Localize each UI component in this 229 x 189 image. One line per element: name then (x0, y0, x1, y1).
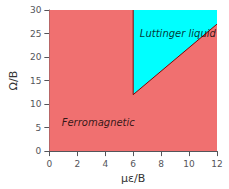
svg-text:20: 20 (30, 52, 42, 62)
svg-text:30: 30 (30, 5, 42, 15)
svg-text:15: 15 (30, 76, 41, 86)
svg-text:8: 8 (158, 159, 164, 169)
svg-text:5: 5 (36, 123, 42, 133)
svg-text:Luttinger liquid: Luttinger liquid (140, 28, 217, 39)
svg-text:0: 0 (36, 146, 42, 156)
svg-text:4: 4 (102, 159, 108, 169)
svg-text:12: 12 (211, 159, 222, 169)
svg-text:0: 0 (46, 159, 52, 169)
svg-text:Ω/B: Ω/B (7, 71, 20, 91)
svg-text:με/B: με/B (121, 172, 145, 185)
svg-text:10: 10 (183, 159, 195, 169)
svg-text:10: 10 (30, 99, 42, 109)
svg-text:25: 25 (30, 29, 41, 39)
svg-text:Ferromagnetic: Ferromagnetic (62, 117, 136, 128)
svg-text:6: 6 (130, 159, 136, 169)
svg-text:2: 2 (74, 159, 80, 169)
